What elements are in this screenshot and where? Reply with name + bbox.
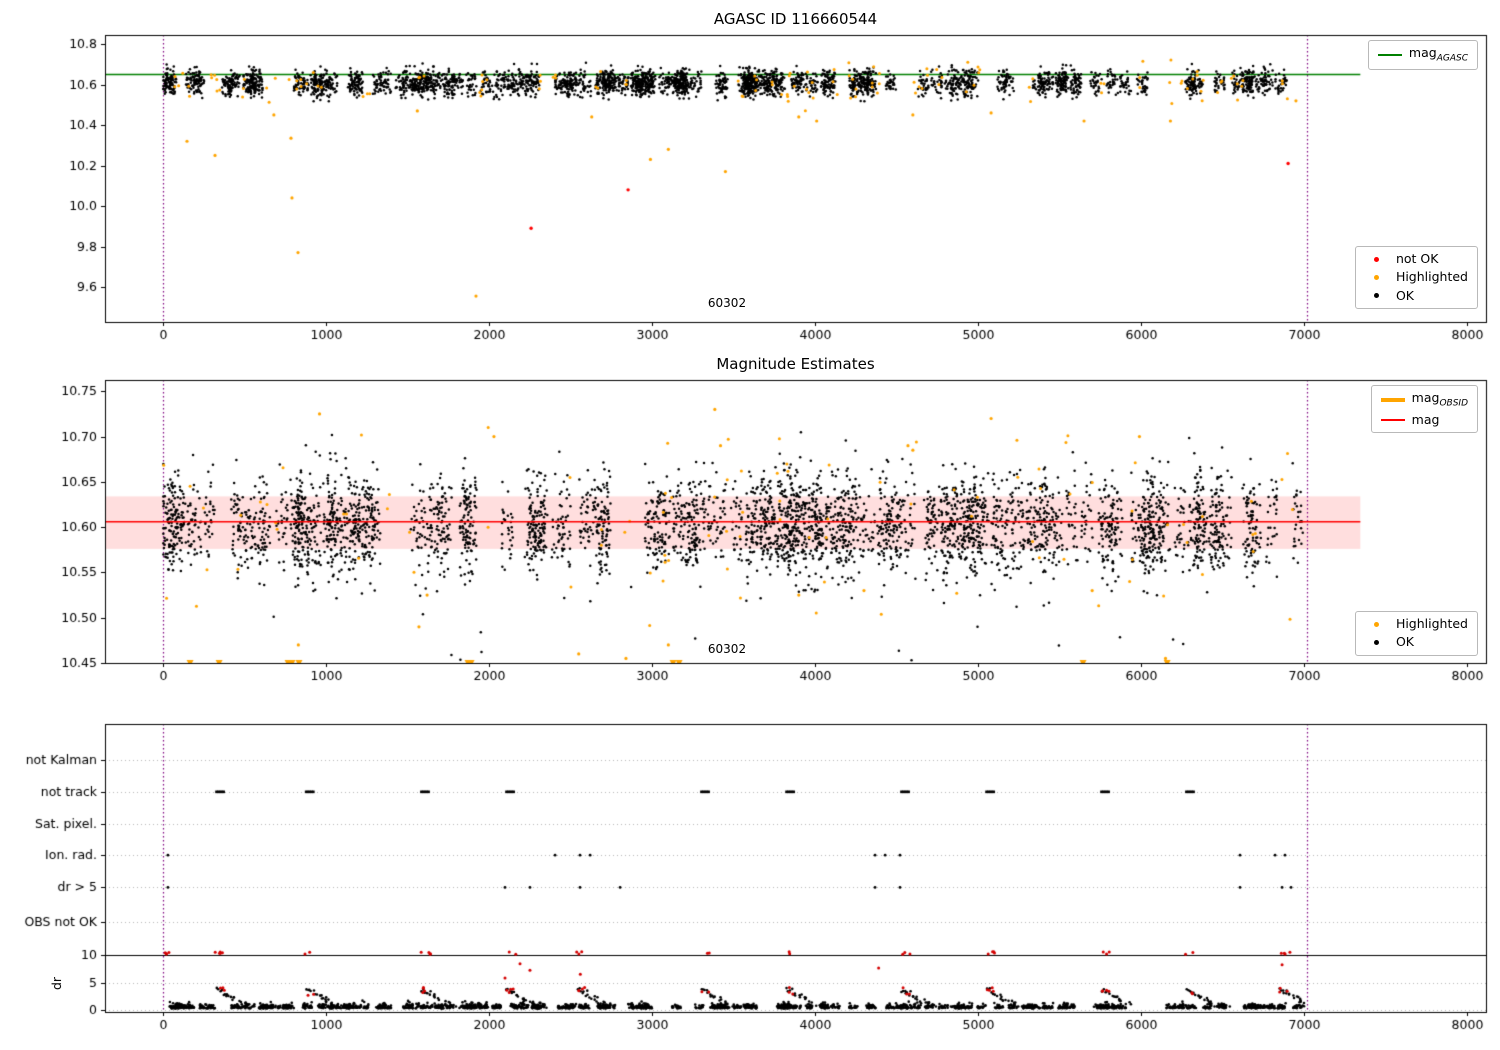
legend-entry-mag: mag <box>1380 411 1468 427</box>
legend-label: OK <box>1395 634 1414 650</box>
legend-entry-magobsid: magOBSID <box>1380 390 1468 409</box>
plot1-legend-markers: not OK Highlighted OK <box>1354 246 1478 310</box>
legend-label: Highlighted <box>1395 616 1468 631</box>
legend-entry-magagasc: magAGASC <box>1377 45 1468 64</box>
plot1-legend-agasc-line: magAGASC <box>1367 40 1478 70</box>
plot2-obsid-annotation: 60302 <box>707 642 747 656</box>
legend-dot-icon <box>1373 640 1379 646</box>
legend-dot-icon <box>1373 256 1379 262</box>
legend-label: Highlighted <box>1395 269 1468 285</box>
legend-dot-icon <box>1373 293 1379 299</box>
legend-line-icon <box>1377 53 1402 56</box>
legend-label: magOBSID <box>1411 390 1468 409</box>
legend-line-icon <box>1380 397 1405 402</box>
legend-label: magAGASC <box>1408 45 1468 64</box>
legend-dot-icon <box>1373 621 1379 627</box>
legend-entry-not-ok: not OK <box>1365 251 1468 266</box>
plot2-legend-lines: magOBSID mag <box>1370 385 1478 434</box>
plot1-title: AGASC ID 116660544 <box>713 10 878 28</box>
legend-entry-ok: OK <box>1365 287 1468 303</box>
legend-entry-highlighted: Highlighted <box>1365 269 1468 285</box>
legend-label: OK <box>1395 287 1414 303</box>
plot1-obsid-annotation: 60302 <box>707 296 747 310</box>
legend-dot-icon <box>1373 275 1379 281</box>
plot2-legend-markers: Highlighted OK <box>1354 611 1478 656</box>
legend-entry-ok: OK <box>1365 634 1468 650</box>
legend-label: not OK <box>1395 251 1439 266</box>
legend-label: mag <box>1411 411 1440 427</box>
plot2-title: Magnitude Estimates <box>716 355 875 373</box>
legend-line-icon <box>1380 419 1405 422</box>
plot3-ylabel-dr: dr <box>49 976 65 991</box>
legend-entry-highlighted: Highlighted <box>1365 616 1468 631</box>
